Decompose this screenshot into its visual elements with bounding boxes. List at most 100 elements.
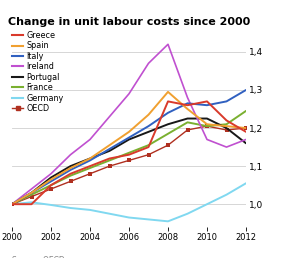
Spain — [10, 203, 14, 206]
Italy — [30, 191, 33, 194]
OECD — [88, 172, 92, 175]
OECD — [108, 165, 111, 168]
France — [205, 125, 209, 128]
Ireland — [147, 62, 150, 65]
Greece — [127, 153, 131, 156]
Germany — [244, 182, 248, 185]
OECD — [30, 195, 33, 198]
OECD — [49, 187, 53, 190]
Greece — [108, 157, 111, 160]
Greece — [147, 146, 150, 149]
Legend: Greece, Spain, Italy, Ireland, Portugal, France, Germany, OECD: Greece, Spain, Italy, Ireland, Portugal,… — [12, 31, 64, 113]
Germany — [88, 208, 92, 212]
France — [186, 121, 189, 124]
Ireland — [69, 153, 72, 156]
Spain — [186, 108, 189, 111]
Ireland — [49, 172, 53, 175]
Italy — [127, 136, 131, 139]
Greece — [69, 172, 72, 175]
Germany — [166, 220, 170, 223]
Portugal — [127, 138, 131, 141]
Line: Spain: Spain — [12, 92, 246, 204]
Spain — [244, 126, 248, 130]
Germany — [108, 212, 111, 215]
Germany — [10, 203, 14, 206]
Germany — [225, 193, 228, 196]
Line: Germany: Germany — [12, 183, 246, 221]
Germany — [49, 203, 53, 206]
Spain — [30, 191, 33, 194]
Line: Portugal: Portugal — [12, 118, 246, 204]
OECD — [225, 128, 228, 132]
France — [127, 151, 131, 154]
Portugal — [10, 203, 14, 206]
Italy — [69, 168, 72, 172]
Portugal — [166, 123, 170, 126]
Greece — [244, 130, 248, 133]
Italy — [186, 102, 189, 105]
OECD — [244, 126, 248, 130]
Ireland — [88, 138, 92, 141]
France — [88, 166, 92, 170]
Italy — [88, 159, 92, 162]
Italy — [49, 180, 53, 183]
Spain — [225, 125, 228, 128]
Italy — [147, 125, 150, 128]
Portugal — [30, 191, 33, 194]
Portugal — [147, 130, 150, 133]
France — [10, 203, 14, 206]
France — [225, 123, 228, 126]
Greece — [30, 203, 33, 206]
Spain — [205, 123, 209, 126]
France — [147, 144, 150, 147]
Germany — [30, 201, 33, 204]
Italy — [244, 88, 248, 92]
Ireland — [205, 138, 209, 141]
Line: OECD: OECD — [10, 124, 248, 206]
Spain — [166, 90, 170, 93]
OECD — [127, 159, 131, 162]
Spain — [69, 166, 72, 170]
Ireland — [30, 187, 33, 190]
Italy — [10, 203, 14, 206]
Portugal — [108, 149, 111, 152]
Spain — [127, 130, 131, 133]
Portugal — [69, 165, 72, 168]
Ireland — [244, 138, 248, 141]
Portugal — [49, 176, 53, 179]
Greece — [225, 119, 228, 122]
Greece — [10, 203, 14, 206]
OECD — [166, 144, 170, 147]
Line: France: France — [12, 111, 246, 204]
Greece — [49, 184, 53, 187]
OECD — [186, 128, 189, 132]
Spain — [49, 178, 53, 181]
Greece — [88, 165, 92, 168]
France — [69, 174, 72, 177]
Ireland — [10, 203, 14, 206]
Ireland — [127, 92, 131, 95]
Germany — [205, 203, 209, 206]
Italy — [166, 111, 170, 114]
Portugal — [225, 126, 228, 130]
Ireland — [108, 115, 111, 118]
Line: Italy: Italy — [12, 90, 246, 204]
Portugal — [88, 157, 92, 160]
Spain — [108, 144, 111, 147]
Portugal — [186, 117, 189, 120]
Germany — [127, 216, 131, 219]
Spain — [88, 157, 92, 160]
France — [166, 132, 170, 135]
France — [244, 109, 248, 112]
Germany — [147, 218, 150, 221]
Italy — [108, 147, 111, 150]
Germany — [69, 206, 72, 209]
Ireland — [166, 43, 170, 46]
Italy — [205, 104, 209, 107]
Ireland — [225, 146, 228, 149]
Line: Greece: Greece — [12, 101, 246, 204]
France — [30, 193, 33, 196]
Title: Change in unit labour costs since 2000: Change in unit labour costs since 2000 — [8, 17, 250, 27]
Spain — [147, 113, 150, 116]
France — [49, 184, 53, 187]
